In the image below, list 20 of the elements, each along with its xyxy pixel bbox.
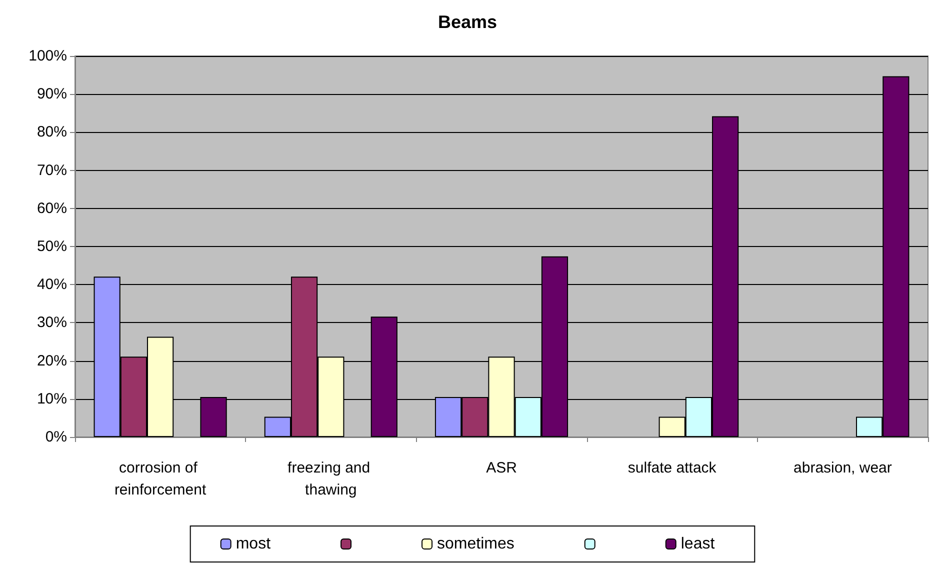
y-tick-label: 0% (45, 428, 67, 446)
x-tick-label: freezing and thawing (288, 460, 374, 498)
legend-label: least (680, 536, 716, 552)
y-tick-label: 40% (36, 276, 67, 294)
y-tick-label: 80% (36, 124, 67, 141)
y-tick-label: 70% (36, 162, 67, 179)
y-tick-label: 30% (36, 314, 67, 332)
y-tick-label: 20% (36, 352, 67, 370)
y-tick-label: 100% (28, 48, 67, 64)
x-tick-label: ASR (486, 460, 518, 476)
y-tick-label: 60% (36, 200, 67, 217)
y-tick-label: 90% (36, 86, 67, 103)
y-tick-label: 50% (36, 238, 67, 255)
x-tick-label: corrosion of reinforcement (114, 460, 207, 498)
legend-label: sometimes (437, 536, 514, 552)
legend-label: most (236, 536, 272, 552)
x-tick-label: sulfate attack (628, 460, 717, 476)
x-tick-label: abrasion, wear (794, 460, 892, 476)
chart-title: Beams (438, 12, 498, 32)
y-tick-label: 10% (36, 390, 67, 408)
